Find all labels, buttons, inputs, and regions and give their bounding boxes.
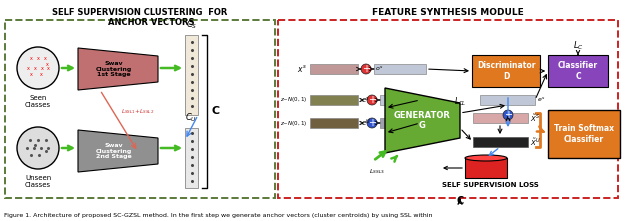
Text: $C_S$: $C_S$ — [186, 19, 197, 31]
Text: FEATURE SYNTHESIS MODULE: FEATURE SYNTHESIS MODULE — [372, 8, 524, 17]
Text: x: x — [29, 72, 33, 78]
Text: Classifier
C: Classifier C — [558, 61, 598, 81]
Text: $z$~$N(0,1)$: $z$~$N(0,1)$ — [280, 95, 307, 105]
Text: x: x — [36, 57, 40, 61]
Text: x: x — [27, 65, 29, 70]
Bar — [473, 137, 528, 147]
Text: Train Softmax
Classifier: Train Softmax Classifier — [554, 124, 614, 144]
Text: C: C — [456, 196, 463, 206]
Text: x: x — [40, 72, 42, 78]
Text: $e^s$: $e^s$ — [537, 96, 545, 104]
Bar — [548, 110, 620, 158]
Text: SELF SUPERVISION CLUSTERING  FOR
        ANCHOR VECTORS: SELF SUPERVISION CLUSTERING FOR ANCHOR V… — [52, 8, 228, 27]
Text: $z$~$N(0,1)$: $z$~$N(0,1)$ — [280, 118, 307, 128]
Ellipse shape — [465, 155, 507, 161]
Text: +: + — [362, 64, 370, 74]
Text: Figure 1. Architecture of proposed SC-GZSL method. In the first step we generate: Figure 1. Architecture of proposed SC-GZ… — [4, 213, 433, 218]
Circle shape — [503, 110, 513, 120]
Circle shape — [17, 127, 59, 169]
Text: $x^s$: $x^s$ — [297, 63, 307, 74]
Text: +: + — [368, 95, 376, 105]
Text: $o^s$: $o^s$ — [375, 65, 383, 73]
Bar — [480, 95, 535, 105]
Text: Discriminator
D: Discriminator D — [477, 61, 535, 81]
Text: Unseen
Classes: Unseen Classes — [25, 175, 51, 188]
Bar — [185, 128, 198, 188]
Circle shape — [367, 118, 377, 128]
Bar — [278, 20, 618, 198]
Bar — [465, 158, 507, 178]
Text: x: x — [44, 57, 47, 61]
Circle shape — [361, 64, 371, 74]
Text: +: + — [368, 118, 376, 128]
Bar — [310, 118, 358, 128]
Text: x: x — [47, 65, 49, 70]
Text: $e^U$: $e^U$ — [361, 117, 371, 129]
Text: +: + — [504, 110, 512, 120]
Text: x: x — [40, 65, 44, 70]
Text: $e^s$: $e^s$ — [361, 95, 370, 105]
Bar — [374, 64, 426, 74]
Bar — [473, 113, 528, 123]
Text: $\tilde{X}^U$: $\tilde{X}^U$ — [530, 136, 541, 148]
Bar — [380, 95, 420, 105]
Text: $L_{CL}$: $L_{CL}$ — [454, 95, 467, 107]
Text: Swav
Clustering
1st Stage: Swav Clustering 1st Stage — [96, 61, 132, 77]
Text: Seen
Classes: Seen Classes — [25, 95, 51, 108]
Text: $\tilde{X}^S$: $\tilde{X}^S$ — [530, 112, 540, 124]
Text: x: x — [33, 65, 36, 70]
Text: $L_{SSL3}$: $L_{SSL3}$ — [369, 167, 385, 176]
Text: Swav
Clustering
2nd Stage: Swav Clustering 2nd Stage — [96, 143, 132, 159]
Bar — [310, 64, 358, 74]
Text: $L_C$: $L_C$ — [573, 40, 584, 52]
Bar — [380, 118, 420, 128]
Polygon shape — [78, 48, 158, 90]
Circle shape — [17, 47, 59, 89]
Text: GENERATOR
G: GENERATOR G — [394, 111, 451, 130]
Text: $L_{SSL1}$+$L_{SSL2}$: $L_{SSL1}$+$L_{SSL2}$ — [121, 108, 155, 116]
Text: C: C — [211, 107, 219, 116]
Text: x: x — [45, 63, 49, 67]
Bar — [185, 35, 198, 115]
Text: $C_U$: $C_U$ — [186, 112, 198, 124]
Polygon shape — [78, 130, 158, 172]
Bar — [5, 20, 275, 198]
Bar — [472, 55, 540, 87]
Text: SELF SUPERVISION LOSS: SELF SUPERVISION LOSS — [442, 182, 538, 188]
Bar — [310, 95, 358, 105]
Polygon shape — [385, 88, 460, 153]
Bar — [548, 55, 608, 87]
Circle shape — [367, 95, 377, 105]
Text: x: x — [29, 57, 33, 61]
